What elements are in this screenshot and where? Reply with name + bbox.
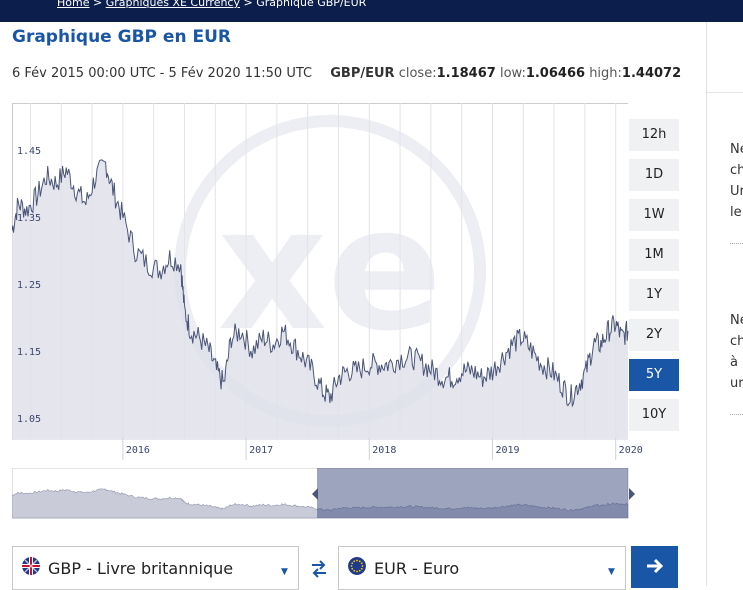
- convert-button[interactable]: [631, 546, 678, 588]
- eu-flag-icon: [348, 557, 366, 575]
- to-currency-label: EUR - Euro: [374, 559, 460, 578]
- rate-line: [12, 159, 629, 408]
- range-button-12h[interactable]: 12h: [629, 119, 679, 151]
- range-button-1m[interactable]: 1M: [629, 239, 679, 271]
- breadcrumb-charts-link[interactable]: Graphiques XE Currency: [105, 0, 240, 9]
- navigator-selection[interactable]: [317, 468, 628, 518]
- sidebar-divider: [707, 92, 743, 93]
- close-value: 1.18467: [436, 66, 496, 81]
- uk-flag-icon: [22, 557, 40, 575]
- currency-pair: GBP/EUR: [330, 66, 395, 81]
- navigator-left-handle-icon[interactable]: [312, 488, 318, 500]
- close-label: close:: [398, 66, 437, 81]
- range-button-5y[interactable]: 5Y: [629, 359, 679, 391]
- right-sidebar: [706, 22, 743, 586]
- date-range: 6 Fév 2015 00:00 UTC - 5 Fév 2020 11:50 …: [12, 66, 313, 81]
- page-title: Graphique GBP en EUR: [12, 27, 231, 47]
- sidebar-text-block-2: Ne ch à ur: [730, 313, 743, 391]
- breadcrumb-home-link[interactable]: Home: [57, 0, 90, 9]
- xe-watermark-icon: xe: [174, 115, 486, 427]
- exchange-rate-chart[interactable]: xe 1.05 1.15 1.25 1.35 1.45 2016 2017 2018 2019…: [12, 103, 646, 463]
- high-label: high:: [589, 66, 622, 81]
- y-tick-label: 1.35: [17, 213, 41, 224]
- breadcrumb-separator: >: [92, 0, 103, 9]
- rate-area: [12, 159, 628, 438]
- range-button-1w[interactable]: 1W: [629, 199, 679, 231]
- x-tick-label: 2018: [372, 445, 396, 456]
- y-tick-label: 1.45: [17, 146, 41, 157]
- top-bar: Home > Graphiques XE Currency > Graphiqu…: [0, 0, 743, 22]
- y-tick-label: 1.15: [17, 347, 41, 358]
- from-currency-label: GBP - Livre britannique: [48, 559, 234, 578]
- chart-summary: 6 Fév 2015 00:00 UTC - 5 Fév 2020 11:50 …: [12, 66, 681, 81]
- from-currency-select[interactable]: GBP - Livre britannique ▼: [12, 546, 299, 590]
- y-tick-label: 1.05: [17, 414, 41, 425]
- range-button-2y[interactable]: 2Y: [629, 319, 679, 351]
- breadcrumb-separator: >: [243, 0, 253, 9]
- breadcrumb: Home > Graphiques XE Currency > Graphiqu…: [57, 0, 366, 9]
- chevron-down-icon: ▼: [608, 567, 615, 577]
- high-value: 1.44072: [621, 66, 682, 81]
- chart-navigator[interactable]: [12, 468, 636, 520]
- range-button-1y[interactable]: 1Y: [629, 279, 679, 311]
- range-buttons: 12h 1D 1W 1M 1Y 2Y 5Y 10Y: [629, 119, 679, 439]
- sidebar-divider: [730, 243, 743, 244]
- sidebar-divider: [730, 414, 743, 415]
- svg-text:xe: xe: [218, 171, 443, 369]
- x-tick-label: 2016: [126, 445, 150, 456]
- range-button-10y[interactable]: 10Y: [629, 399, 679, 431]
- sidebar-text-block-1: Ne ch Ur le: [730, 142, 743, 220]
- chevron-down-icon: ▼: [281, 567, 288, 577]
- breadcrumb-current: Graphique GBP/EUR: [256, 0, 367, 9]
- low-value: 1.06466: [525, 66, 586, 81]
- navigator-right-handle-icon[interactable]: [629, 488, 635, 500]
- swap-currencies-icon[interactable]: [309, 558, 329, 580]
- x-tick-label: 2017: [249, 445, 273, 456]
- x-tick-label: 2019: [495, 445, 519, 456]
- arrow-right-icon: [646, 558, 663, 573]
- x-tick-label: 2020: [619, 445, 643, 456]
- range-button-1d[interactable]: 1D: [629, 159, 679, 191]
- low-label: low:: [499, 66, 526, 81]
- to-currency-select[interactable]: EUR - Euro ▼: [338, 546, 626, 590]
- y-tick-label: 1.25: [17, 280, 41, 291]
